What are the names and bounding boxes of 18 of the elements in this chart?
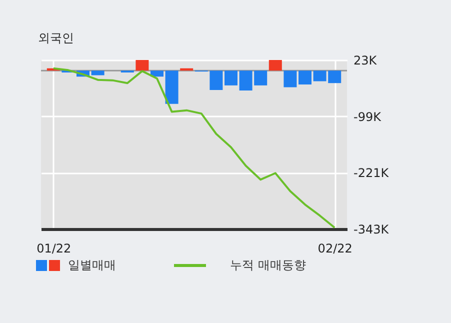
bar xyxy=(224,70,238,86)
y-tick-label: -221K xyxy=(354,166,390,180)
legend-label: 누적 매매동향 xyxy=(230,257,306,274)
bar xyxy=(284,70,297,88)
y-tick-label: -343K xyxy=(354,222,390,236)
legend-label: 일별매매 xyxy=(68,257,116,274)
bar xyxy=(268,60,282,71)
bar xyxy=(91,70,104,76)
y-tick-label: 23K xyxy=(354,54,378,68)
line-series xyxy=(52,67,336,229)
y-tick-label: -99K xyxy=(354,110,382,124)
bar xyxy=(298,70,312,84)
chart-title: 외국인 xyxy=(38,30,74,47)
bar xyxy=(136,60,149,71)
bar xyxy=(150,70,164,77)
x-tick-label: 01/22 xyxy=(36,242,72,256)
x-tick-label: 02/22 xyxy=(318,242,352,256)
bar xyxy=(165,70,178,104)
